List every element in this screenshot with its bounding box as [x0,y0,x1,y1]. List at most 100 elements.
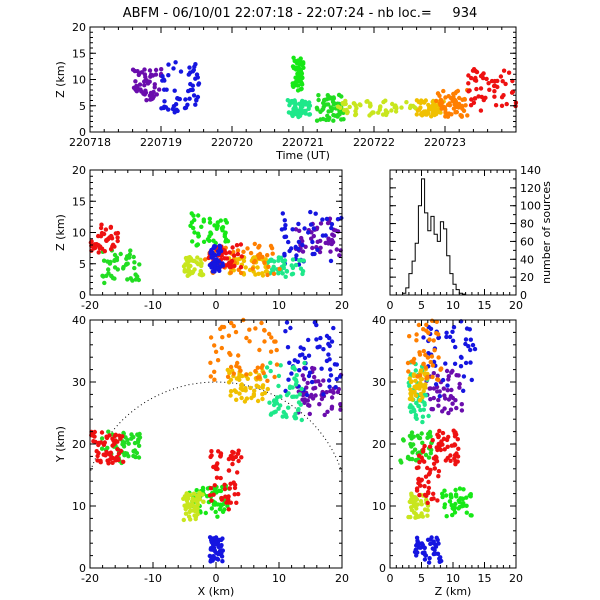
source-point [126,441,131,446]
source-point [334,247,339,252]
source-point [478,86,484,91]
source-point [125,437,130,443]
source-point [218,326,223,332]
source-point [148,72,154,77]
source-point [201,499,206,504]
source-point [261,370,266,376]
source-point [370,110,375,115]
source-point [450,512,455,518]
source-point [445,455,450,461]
source-point [298,258,303,263]
source-point [445,388,450,393]
source-point [271,264,276,269]
source-point [421,407,426,412]
source-point [318,117,323,122]
source-point [108,247,114,252]
source-point [192,64,197,70]
source-point [451,428,456,433]
source-point [450,401,455,406]
source-point [321,378,326,383]
source-point [225,374,231,379]
source-point [411,407,416,412]
source-point [423,382,428,387]
source-point [399,105,404,110]
source-point [298,402,303,407]
source-point [239,455,244,460]
source-point [437,428,442,434]
source-point [183,97,188,102]
source-point [229,320,234,326]
source-point [121,459,126,464]
source-point [235,251,241,257]
source-point [461,487,466,492]
source-point [305,380,310,386]
source-point [499,103,505,109]
source-point [239,395,244,401]
source-point [203,510,208,516]
source-point [230,245,235,250]
source-point [415,374,420,379]
source-point [320,217,325,222]
source-point [417,514,422,519]
source-point [220,509,226,514]
source-point [456,446,461,451]
source-point [253,326,258,331]
histogram-ytick-label: 100 [520,200,541,213]
source-point [413,384,419,389]
source-point [414,112,419,117]
source-point [292,376,297,381]
source-point [247,339,252,344]
source-point [97,246,103,251]
source-point [296,246,301,252]
source-point [324,390,329,395]
source-point [290,64,296,69]
source-point [283,274,288,279]
source-point [290,113,295,118]
source-point [151,89,156,95]
source-point [154,92,159,97]
source-point [429,406,434,412]
source-point [273,339,278,344]
source-point [329,241,334,247]
source-point [197,272,202,277]
source-point [293,382,299,387]
source-point [447,334,453,340]
source-point [107,457,113,462]
source-point [460,496,465,501]
source-point [411,360,416,365]
source-point [431,491,436,496]
source-point [195,509,200,514]
histogram-ytick-label: 0 [520,289,527,302]
source-point [199,224,204,229]
source-point [446,410,451,416]
source-point [306,337,311,343]
source-point [239,382,244,387]
source-point [290,227,295,232]
source-point [337,374,343,379]
source-point [440,377,446,383]
source-point [438,110,443,115]
source-point [223,494,228,499]
source-point [218,475,223,481]
source-point [329,395,335,400]
source-point [412,105,417,110]
source-point [248,385,253,391]
source-point [257,347,262,353]
source-point [443,361,448,366]
source-point [412,447,418,452]
source-point [312,366,317,371]
source-point [459,408,465,413]
time-height-ytick-label: 15 [72,47,86,60]
source-point [260,273,266,278]
source-point [238,368,243,373]
source-point [213,509,218,515]
source-point [474,86,479,92]
source-point [219,497,225,502]
source-point [344,110,350,116]
source-point [228,393,233,398]
source-point [433,551,438,556]
source-point [133,454,138,460]
source-point [306,373,312,379]
